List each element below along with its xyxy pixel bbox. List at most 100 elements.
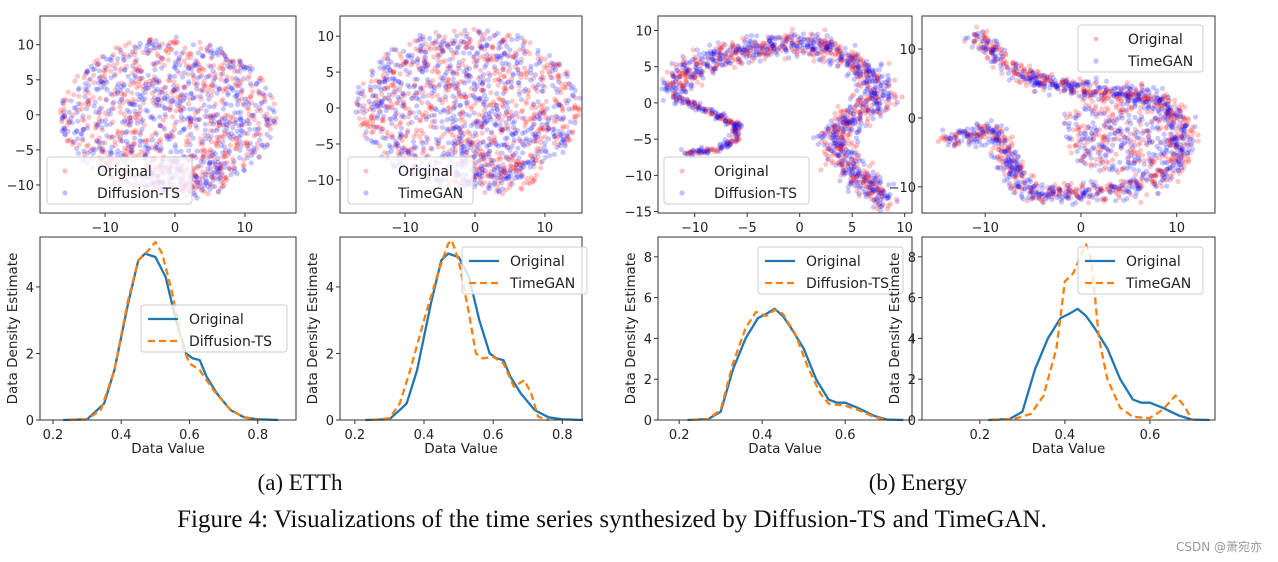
point-original — [427, 46, 433, 52]
point-synthetic — [878, 113, 884, 119]
point-synthetic — [478, 165, 485, 171]
point-synthetic — [429, 40, 435, 46]
point-original — [233, 136, 239, 142]
point-synthetic — [498, 55, 504, 61]
point-synthetic — [505, 100, 511, 106]
point-original — [112, 71, 118, 77]
point-original — [208, 153, 215, 159]
point-original — [81, 126, 87, 132]
point-synthetic — [228, 102, 234, 108]
point-synthetic — [503, 60, 509, 66]
point-original — [197, 64, 203, 70]
point-synthetic — [463, 100, 469, 106]
point-synthetic — [476, 97, 482, 103]
point-synthetic — [464, 44, 470, 51]
point-original — [86, 102, 92, 108]
point-original — [157, 59, 163, 65]
point-original — [208, 84, 214, 90]
point-original — [886, 60, 892, 66]
legend-label: Original — [97, 164, 152, 180]
point-synthetic — [823, 44, 829, 51]
point-synthetic — [844, 120, 850, 126]
point-original — [216, 139, 222, 145]
point-original — [175, 39, 181, 45]
point-synthetic — [537, 116, 543, 122]
point-original — [220, 121, 227, 127]
point-original — [109, 92, 115, 98]
point-synthetic — [220, 106, 226, 112]
point-synthetic — [867, 179, 873, 185]
point-synthetic — [499, 186, 505, 192]
point-synthetic — [824, 156, 831, 162]
point-synthetic — [209, 48, 215, 54]
point-synthetic — [241, 102, 247, 108]
point-synthetic — [894, 199, 901, 205]
point-original — [397, 71, 403, 77]
point-original — [130, 142, 136, 148]
point-original — [237, 78, 243, 84]
point-original — [1195, 138, 1201, 144]
point-synthetic — [95, 122, 101, 128]
point-original — [132, 52, 138, 58]
point-synthetic — [707, 42, 713, 48]
point-original — [555, 72, 561, 78]
point-original — [222, 53, 228, 59]
point-original — [245, 76, 251, 82]
point-synthetic — [408, 119, 415, 125]
point-original — [832, 52, 838, 58]
point-original — [210, 183, 216, 189]
point-synthetic — [187, 142, 193, 148]
point-original — [518, 109, 525, 115]
point-original — [105, 112, 111, 118]
point-original — [82, 71, 88, 77]
point-original — [202, 147, 208, 153]
point-original — [199, 176, 206, 182]
point-synthetic — [484, 51, 490, 58]
point-original — [167, 105, 173, 111]
point-original — [169, 90, 175, 96]
point-original — [221, 182, 227, 189]
point-synthetic — [126, 122, 132, 128]
point-original — [117, 104, 123, 110]
point-synthetic — [139, 126, 145, 132]
point-synthetic — [418, 36, 424, 42]
point-synthetic — [516, 79, 522, 86]
point-synthetic — [80, 126, 86, 133]
point-original — [149, 133, 155, 139]
point-synthetic — [517, 174, 523, 181]
point-synthetic — [414, 103, 420, 109]
point-synthetic — [877, 106, 883, 112]
point-synthetic — [233, 75, 239, 81]
point-synthetic — [236, 82, 242, 88]
point-original — [204, 45, 210, 51]
point-synthetic — [542, 140, 548, 146]
point-synthetic — [249, 66, 255, 72]
point-original — [85, 142, 91, 148]
point-synthetic — [508, 84, 514, 90]
point-synthetic — [214, 127, 220, 133]
point-original — [398, 119, 404, 125]
point-original — [154, 78, 160, 84]
point-synthetic — [848, 156, 855, 162]
point-synthetic — [250, 147, 256, 153]
point-original — [114, 60, 120, 66]
point-original — [234, 141, 240, 147]
point-synthetic — [210, 169, 216, 176]
point-synthetic — [132, 72, 138, 79]
point-original — [181, 85, 187, 91]
point-synthetic — [679, 95, 685, 101]
point-original — [223, 148, 229, 154]
point-original — [838, 109, 844, 115]
point-synthetic — [448, 116, 454, 122]
x-tick-label: −10 — [681, 221, 708, 236]
point-original — [208, 128, 214, 134]
point-synthetic — [114, 90, 121, 97]
point-original — [123, 63, 129, 70]
point-original — [123, 148, 129, 154]
point-original — [102, 110, 108, 116]
point-synthetic — [833, 162, 839, 168]
point-synthetic — [202, 175, 208, 181]
point-synthetic — [206, 73, 212, 79]
point-synthetic — [487, 35, 493, 42]
point-synthetic — [385, 70, 391, 76]
